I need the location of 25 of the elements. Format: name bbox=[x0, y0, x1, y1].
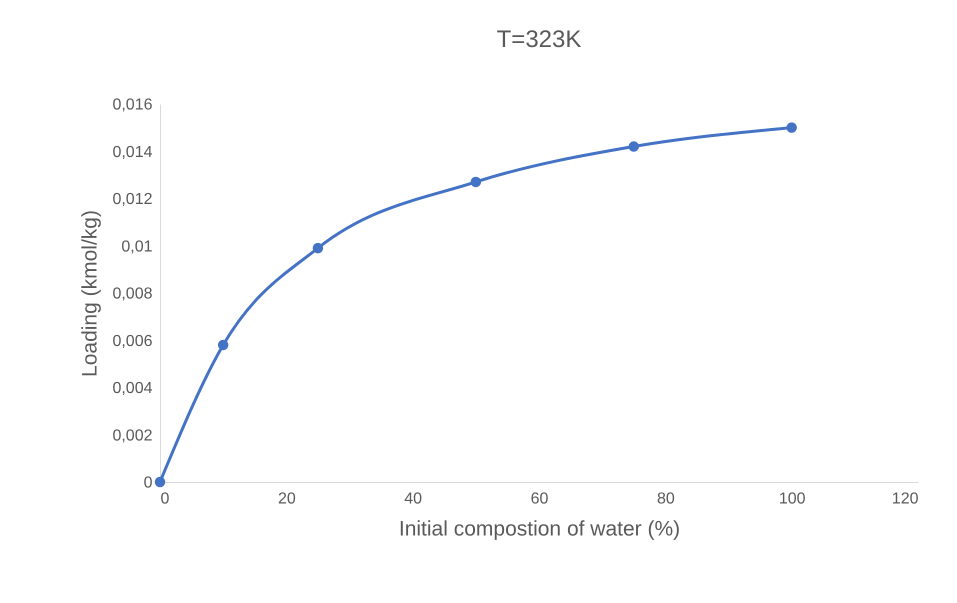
y-tick-label: 0,006 bbox=[112, 332, 153, 350]
x-tick-label: 120 bbox=[892, 490, 919, 508]
point bbox=[154, 476, 166, 488]
x-tick-label: 20 bbox=[278, 490, 296, 508]
y-axis-title: Loading (kmol/kg) bbox=[78, 210, 102, 377]
y-tick-label: 0 bbox=[144, 474, 153, 492]
point bbox=[470, 176, 482, 188]
x-tick-label: 80 bbox=[656, 490, 675, 508]
y-tick-label: 0,002 bbox=[112, 427, 153, 444]
y-tick-label: 0,016 bbox=[112, 96, 153, 114]
x-axis-title: Initial compostion of water (%) bbox=[398, 518, 680, 540]
point bbox=[218, 340, 228, 350]
y-tick-label: 0,004 bbox=[112, 380, 153, 397]
x-tick-label: 60 bbox=[530, 490, 548, 508]
y-tick-label: 0,012 bbox=[112, 191, 153, 208]
x-tick-label: 40 bbox=[404, 490, 422, 508]
point bbox=[786, 122, 797, 133]
x-tick-label: 100 bbox=[778, 490, 806, 508]
chart-title: T=323K bbox=[496, 26, 582, 53]
y-tick-label: 0,014 bbox=[112, 144, 153, 161]
x-tick-label: 0 bbox=[160, 490, 170, 508]
y-tick-label: 0,01 bbox=[121, 238, 153, 256]
point bbox=[312, 242, 324, 254]
y-tick-label: 0,008 bbox=[112, 286, 153, 302]
point bbox=[628, 141, 639, 152]
